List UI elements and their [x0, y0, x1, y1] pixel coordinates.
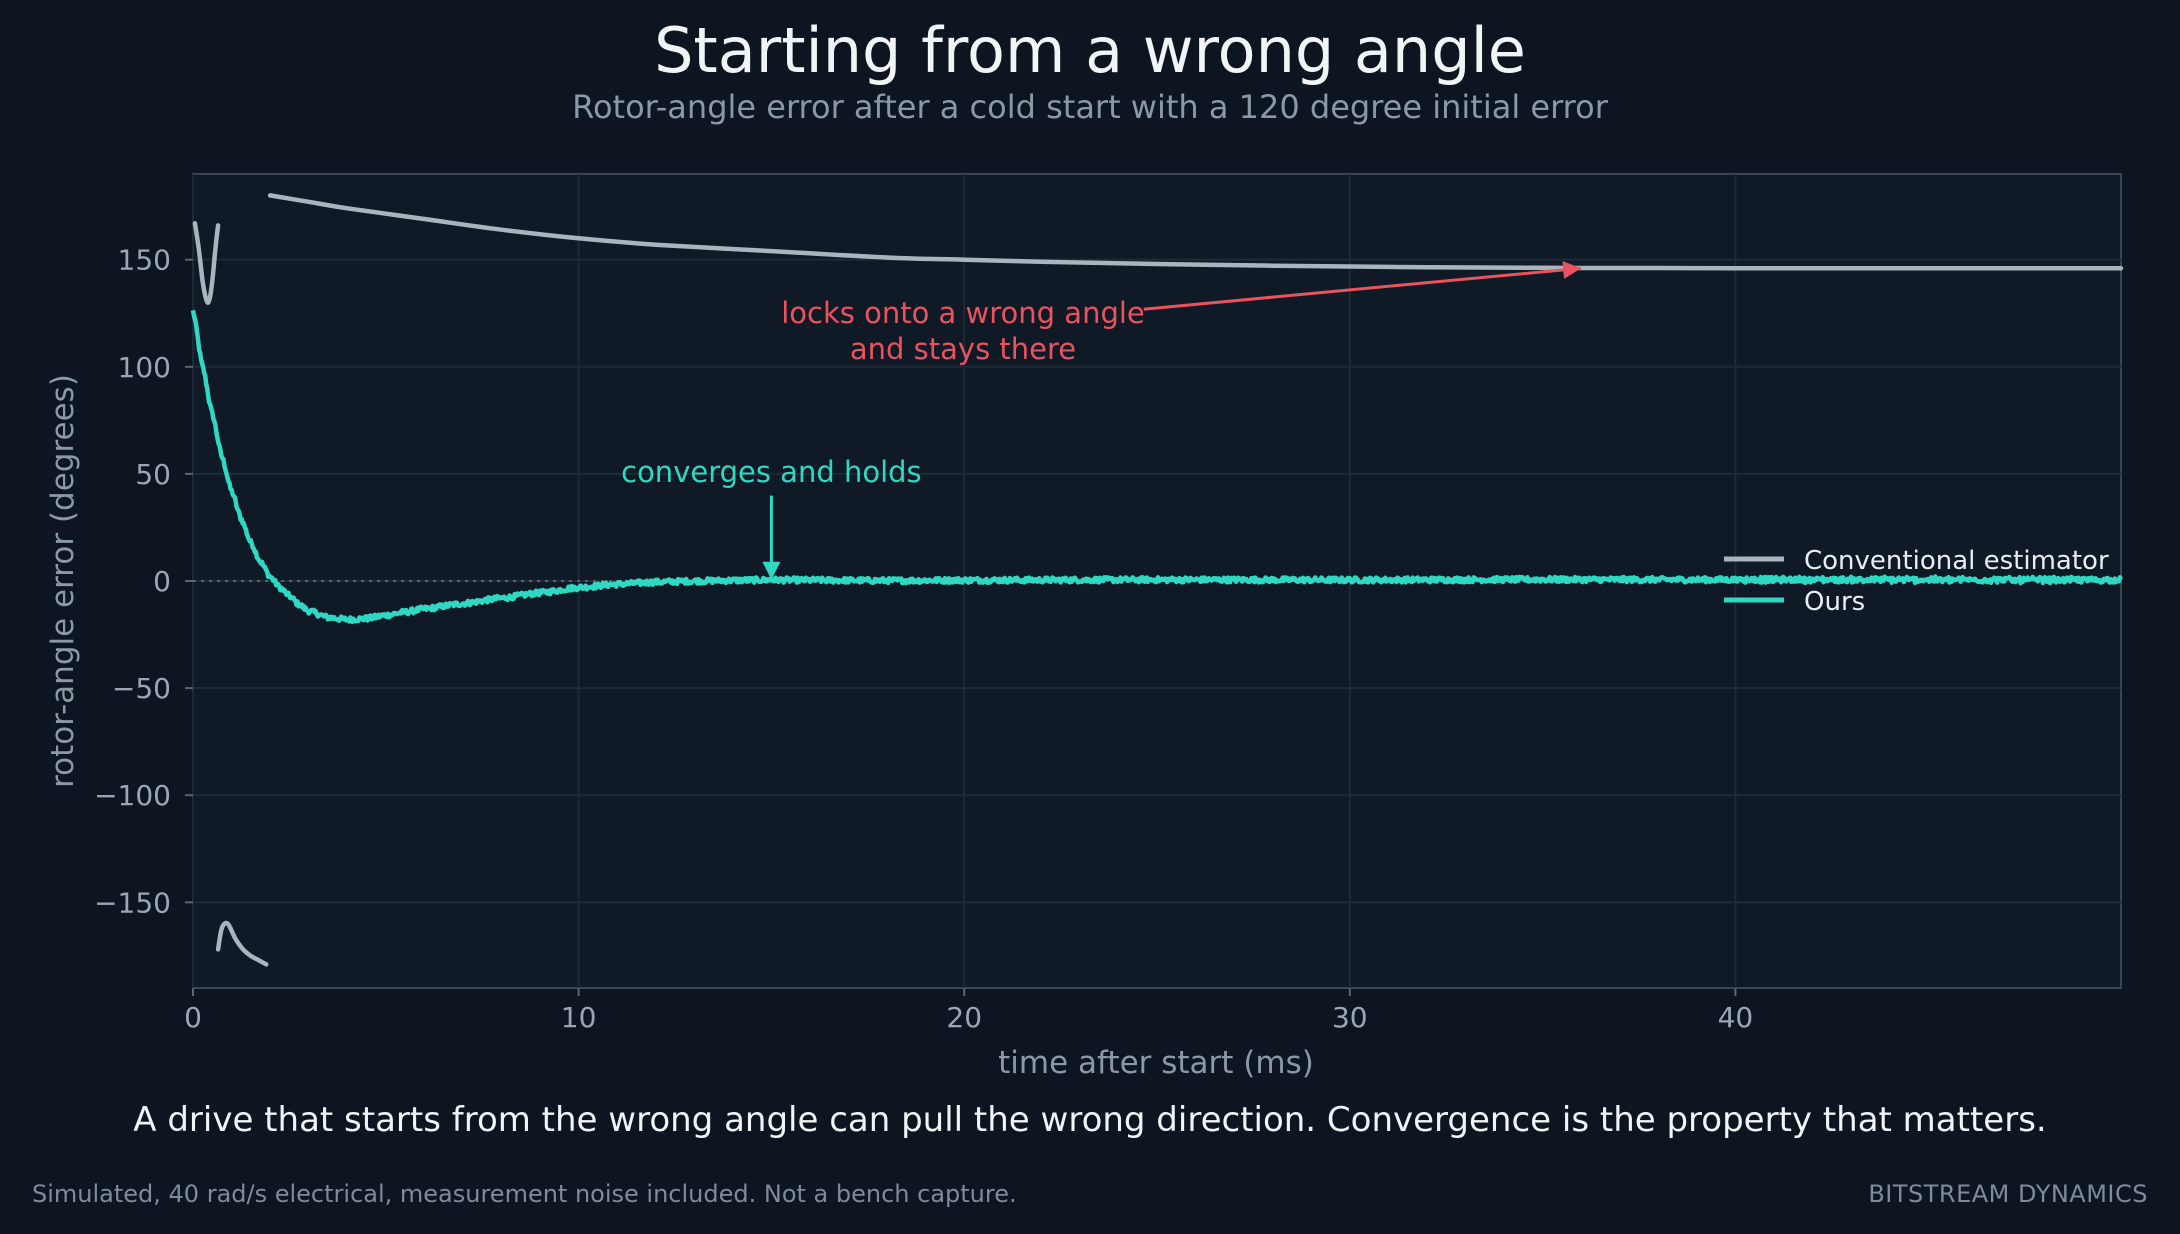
- y-axis-label: rotor-angle error (degrees): [45, 374, 81, 788]
- page-title: Starting from a wrong angle: [654, 14, 1526, 87]
- x-tick-label: 0: [184, 1001, 202, 1034]
- wrong-angle-arrow-line: [1143, 266, 1582, 311]
- conventional-estimator-line: [192, 221, 221, 306]
- x-tick-label: 40: [1718, 1001, 1754, 1034]
- x-tick-label: 20: [946, 1001, 982, 1034]
- converges-arrow-head: [762, 561, 781, 580]
- brand-label: BITSTREAM DYNAMICS: [1868, 1180, 2148, 1208]
- tick-layer: 150 100 50 0 −50 −100 −150 0 10 20 30 40: [94, 244, 1753, 1034]
- y-tick-label: 150: [118, 244, 171, 277]
- wrong-angle-annotation: locks onto a wrong angle: [781, 296, 1145, 330]
- y-tick-label: 100: [118, 351, 171, 384]
- series-layer: [190, 193, 2124, 967]
- y-tick-label: −150: [94, 886, 171, 919]
- x-tick-label: 10: [561, 1001, 597, 1034]
- legend-entry: Ours: [1804, 587, 1865, 617]
- conventional-estimator-line: [267, 193, 2124, 271]
- x-axis-label: time after start (ms): [998, 1045, 1314, 1081]
- y-tick-label: −50: [112, 672, 171, 705]
- wrong-angle-annotation: and stays there: [850, 332, 1076, 366]
- legend: Conventional estimator Ours: [1724, 546, 2109, 617]
- y-tick-label: 0: [153, 565, 171, 598]
- page-subtitle: Rotor-angle error after a cold start wit…: [572, 88, 1608, 126]
- conventional-estimator-line: [215, 920, 269, 967]
- ours-line: [190, 309, 2124, 625]
- legend-entry: Conventional estimator: [1804, 546, 2109, 576]
- y-tick-label: −100: [94, 779, 171, 812]
- wrong-angle-arrow-head: [1562, 260, 1582, 279]
- y-tick-label: 50: [135, 458, 171, 491]
- chart-caption: A drive that starts from the wrong angle…: [133, 1100, 2047, 1140]
- footnote: Simulated, 40 rad/s electrical, measurem…: [32, 1180, 1017, 1208]
- converges-annotation: converges and holds: [621, 455, 922, 489]
- x-tick-label: 30: [1332, 1001, 1368, 1034]
